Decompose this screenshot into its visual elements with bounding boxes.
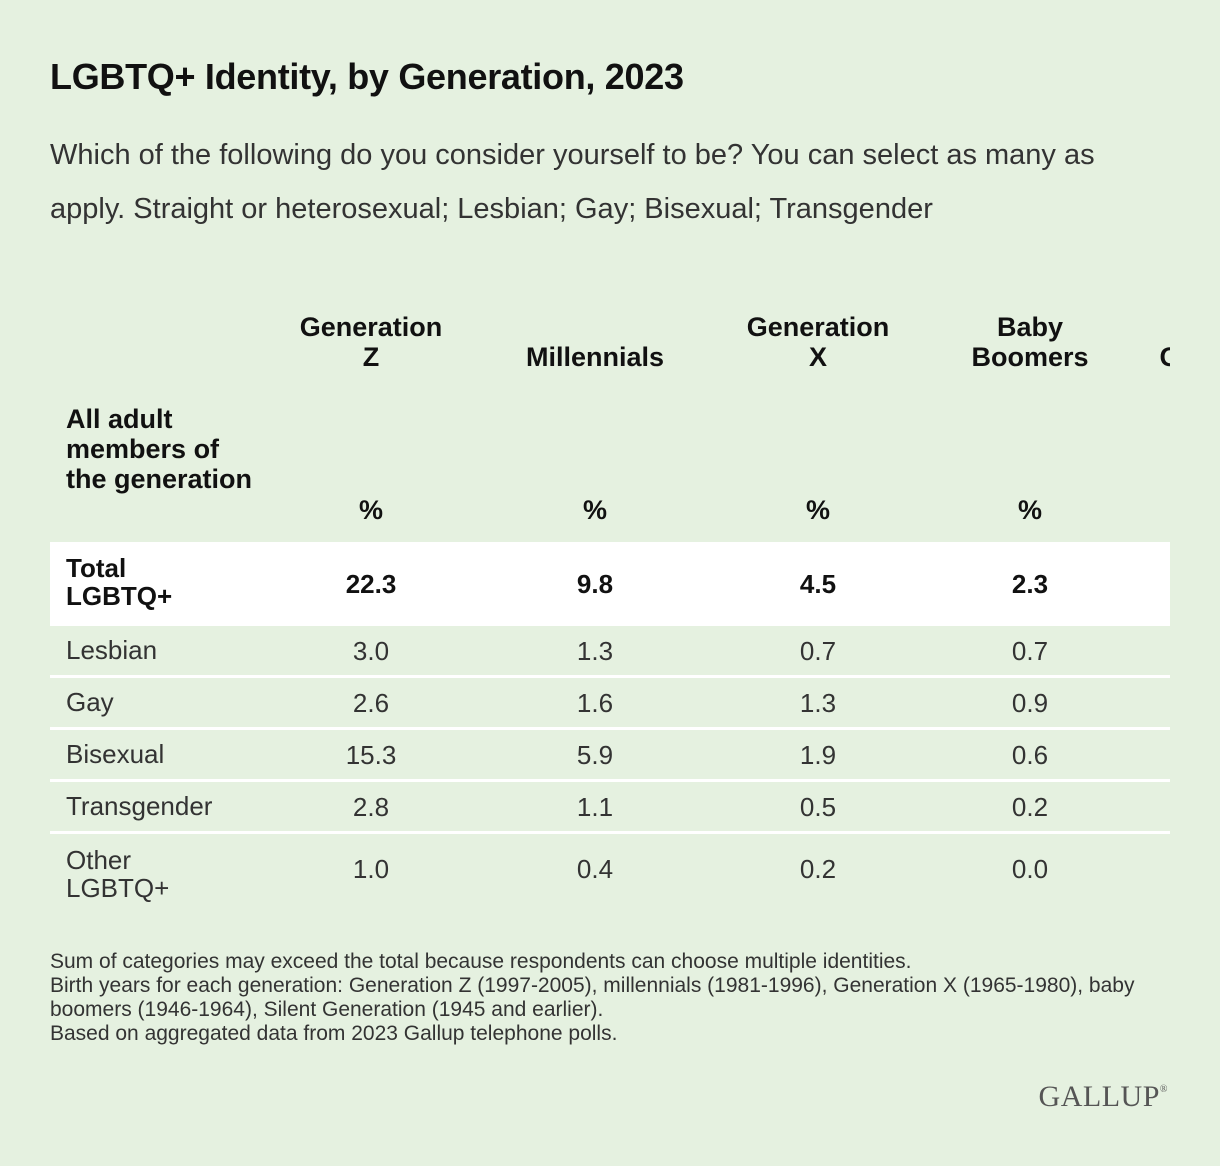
unit-header: %: [1017, 495, 1042, 525]
unit-header: %: [805, 495, 830, 525]
column-header: Generation Z: [271, 312, 471, 372]
row-header: All adult members of the generation: [66, 404, 253, 494]
data-cell: 1.3: [799, 687, 837, 718]
data-cell: 9.8: [576, 569, 614, 599]
unit-header: %: [358, 495, 383, 525]
chart-title: LGBTQ+ Identity, by Generation, 2023: [50, 56, 684, 97]
unit-header: %: [582, 495, 607, 525]
column-header: Baby Boomers: [930, 312, 1130, 372]
footnote: Birth years for each generation: Generat…: [50, 974, 1135, 1021]
column-header-line: Z: [362, 342, 380, 372]
data-table: All adult members of the generation Gene…: [50, 296, 1170, 911]
data-cell: 1.1: [576, 791, 614, 822]
table-row: Lesbian 3.0 1.3 0.7 0.7: [50, 626, 1170, 678]
data-cell: 0.9: [1011, 687, 1049, 718]
data-cell: 1.6: [576, 687, 614, 718]
data-cell: 1.3: [576, 635, 614, 666]
data-cell: 0.7: [1011, 635, 1049, 666]
row-label: Bisexual: [66, 739, 165, 769]
registered-mark: ®: [1159, 1084, 1168, 1095]
column-header: Millennials: [495, 312, 695, 372]
data-cell: 0.4: [576, 854, 614, 884]
data-cell: 0.7: [799, 635, 837, 666]
column-header-line: Generation: [746, 312, 890, 342]
footnote: Sum of categories may exceed the total b…: [50, 950, 912, 973]
footnote: Based on aggregated data from 2023 Gallu…: [50, 1022, 618, 1045]
data-cell: 0.2: [799, 854, 837, 884]
data-cell: 2.8: [352, 791, 390, 822]
table-row: Other LGBTQ+ 1.0 0.4 0.2 0.0: [50, 834, 1170, 904]
footnotes: Sum of categories may exceed the total b…: [50, 950, 1170, 1046]
question-text: Which of the following do you consider y…: [50, 139, 1095, 225]
data-cell: 4.5: [799, 569, 837, 599]
row-label: Transgender: [66, 791, 213, 821]
data-cell: 3.0: [352, 635, 390, 666]
total-row: Total LGBTQ+ 22.3 9.8 4.5 2.3: [50, 542, 1170, 626]
column-header-line: Generation: [299, 312, 443, 342]
table-row: Gay 2.6 1.6 1.3 0.9: [50, 678, 1170, 730]
table-row: Bisexual 15.3 5.9 1.9 0.6: [50, 730, 1170, 782]
data-cell: 2.3: [1011, 569, 1049, 599]
data-cell: 15.3: [345, 739, 397, 770]
data-cell: 0.6: [1011, 739, 1049, 770]
column-header: G: [1070, 312, 1170, 372]
data-cell: 0.5: [799, 791, 837, 822]
column-header-line: Millennials: [525, 342, 665, 372]
data-cell: 1.9: [799, 739, 837, 770]
data-cell: 0.0: [1011, 854, 1049, 884]
gallup-logo: GALLUP®: [1039, 1080, 1168, 1114]
data-cell: 2.6: [352, 687, 390, 718]
table-row: Transgender 2.8 1.1 0.5 0.2: [50, 782, 1170, 834]
column-header-line: X: [808, 342, 827, 372]
data-cell: 5.9: [576, 739, 614, 770]
data-cell: 1.0: [352, 854, 390, 884]
row-label: Other LGBTQ+: [66, 845, 170, 903]
row-label: Total LGBTQ+: [66, 553, 173, 611]
column-header: Generation X: [718, 312, 918, 372]
column-header-line: Boomers: [971, 342, 1089, 372]
row-label: Lesbian: [66, 635, 158, 665]
column-header-line: G: [1159, 342, 1170, 372]
column-header-line: Baby: [996, 312, 1064, 342]
data-cell: 0.2: [1011, 791, 1049, 822]
logo-text: GALLUP: [1038, 1080, 1160, 1113]
data-cell: 22.3: [345, 569, 397, 599]
row-label: Gay: [66, 687, 114, 717]
